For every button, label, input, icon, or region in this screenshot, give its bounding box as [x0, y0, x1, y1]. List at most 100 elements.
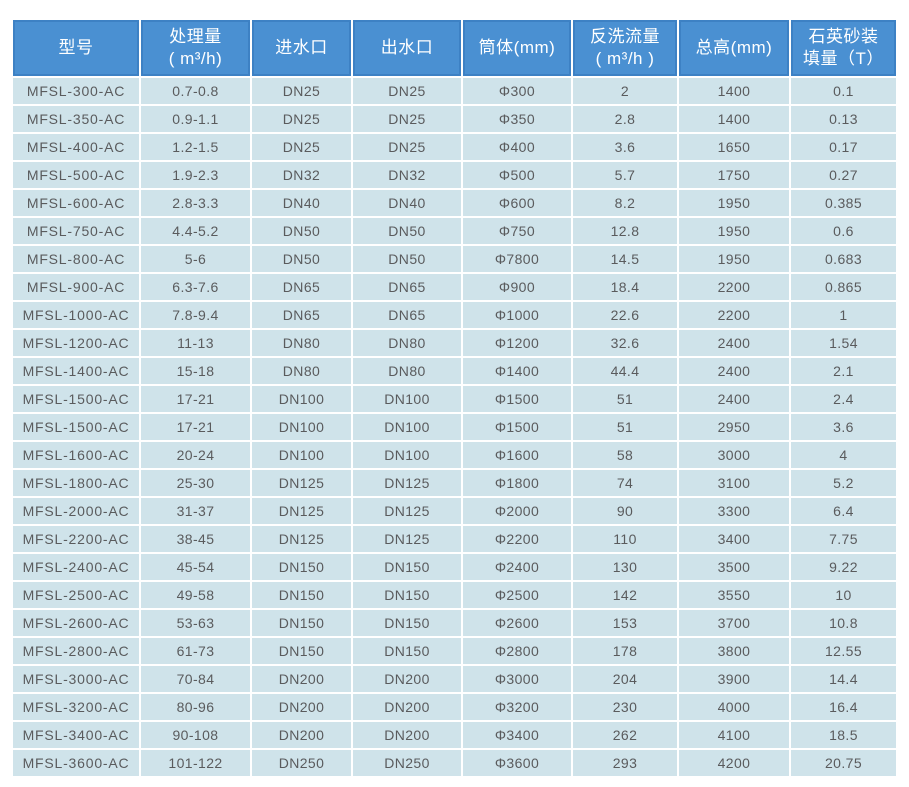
table-cell: MFSL-2600-AC [13, 610, 139, 636]
table-cell: DN200 [252, 694, 351, 720]
table-cell: 230 [573, 694, 677, 720]
table-cell: 3900 [679, 666, 789, 692]
table-cell: 4200 [679, 750, 789, 776]
table-cell: 3100 [679, 470, 789, 496]
table-row: MFSL-2400-AC 45-54 DN150 DN150 Φ2400 130 3500 9… [13, 554, 896, 580]
table-row: MFSL-2500-AC 49-58 DN150 DN150 Φ2500 142 3550 1… [13, 582, 896, 608]
table-cell: DN200 [252, 666, 351, 692]
table-cell: 14.5 [573, 246, 677, 272]
table-cell: 1400 [679, 106, 789, 132]
table-cell: 12.8 [573, 218, 677, 244]
table-cell: 3400 [679, 526, 789, 552]
table-cell: 32.6 [573, 330, 677, 356]
table-cell: 0.683 [791, 246, 896, 272]
table-cell: DN100 [252, 414, 351, 440]
table-cell: DN125 [353, 470, 461, 496]
table-cell: MFSL-3200-AC [13, 694, 139, 720]
table-cell: Φ1600 [463, 442, 571, 468]
table-cell: Φ300 [463, 78, 571, 104]
table-cell: 3550 [679, 582, 789, 608]
table-cell: 2400 [679, 358, 789, 384]
table-cell: 58 [573, 442, 677, 468]
table-cell: MFSL-800-AC [13, 246, 139, 272]
table-cell: DN80 [353, 330, 461, 356]
table-cell: DN100 [353, 414, 461, 440]
table-cell: 44.4 [573, 358, 677, 384]
table-row: MFSL-350-AC 0.9-1.1 DN25 DN25 Φ350 2.8 1400 0.1… [13, 106, 896, 132]
table-cell: DN150 [252, 638, 351, 664]
table-cell: 80-96 [141, 694, 250, 720]
table-cell: DN200 [353, 722, 461, 748]
table-cell: 51 [573, 414, 677, 440]
column-header-sand-filling: 石英砂装 填量（T） [791, 20, 896, 76]
table-cell: 2200 [679, 274, 789, 300]
table-cell: 0.17 [791, 134, 896, 160]
table-cell: DN150 [353, 582, 461, 608]
table-cell: 0.385 [791, 190, 896, 216]
table-cell: DN40 [252, 190, 351, 216]
table-cell: DN50 [252, 218, 351, 244]
table-cell: 2.1 [791, 358, 896, 384]
table-cell: 101-122 [141, 750, 250, 776]
table-cell: 90-108 [141, 722, 250, 748]
table-cell: 0.865 [791, 274, 896, 300]
table-cell: MFSL-750-AC [13, 218, 139, 244]
table-cell: 1.54 [791, 330, 896, 356]
table-cell: 2.8 [573, 106, 677, 132]
table-cell: 3000 [679, 442, 789, 468]
table-cell: 17-21 [141, 414, 250, 440]
table-cell: 3700 [679, 610, 789, 636]
table-row: MFSL-750-AC 4.4-5.2 DN50 DN50 Φ750 12.8 1950 0.… [13, 218, 896, 244]
table-cell: Φ2400 [463, 554, 571, 580]
table-cell: DN150 [252, 610, 351, 636]
table-cell: DN250 [252, 750, 351, 776]
table-cell: 49-58 [141, 582, 250, 608]
table-cell: Φ2200 [463, 526, 571, 552]
table-cell: MFSL-3400-AC [13, 722, 139, 748]
table-row: MFSL-600-AC 2.8-3.3 DN40 DN40 Φ600 8.2 1950 0.3… [13, 190, 896, 216]
table-cell: 6.4 [791, 498, 896, 524]
table-cell: Φ1800 [463, 470, 571, 496]
table-cell: DN125 [252, 498, 351, 524]
table-row: MFSL-3000-AC 70-84 DN200 DN200 Φ3000 204 3900 1… [13, 666, 896, 692]
table-cell: MFSL-2500-AC [13, 582, 139, 608]
table-cell: 7.75 [791, 526, 896, 552]
table-body: MFSL-300-AC 0.7-0.8 DN25 DN25 Φ300 2 1400 0.1 MF… [13, 78, 896, 776]
table-cell: 2 [573, 78, 677, 104]
table-cell: DN25 [353, 106, 461, 132]
table-cell: DN65 [353, 274, 461, 300]
table-cell: 10.8 [791, 610, 896, 636]
table-cell: 153 [573, 610, 677, 636]
table-cell: DN150 [353, 554, 461, 580]
table-cell: MFSL-500-AC [13, 162, 139, 188]
table-cell: 2.8-3.3 [141, 190, 250, 216]
table-cell: 1950 [679, 190, 789, 216]
table-cell: DN25 [252, 78, 351, 104]
column-header-capacity: 处理量 ( m³/h) [141, 20, 250, 76]
table-cell: DN65 [353, 302, 461, 328]
table-row: MFSL-1500-AC 17-21 DN100 DN100 Φ1500 51 2950 3.… [13, 414, 896, 440]
table-cell: 9.22 [791, 554, 896, 580]
table-row: MFSL-2000-AC 31-37 DN125 DN125 Φ2000 90 3300 6.… [13, 498, 896, 524]
table-cell: 0.27 [791, 162, 896, 188]
table-row: MFSL-900-AC 6.3-7.6 DN65 DN65 Φ900 18.4 2200 0.… [13, 274, 896, 300]
table-cell: 3800 [679, 638, 789, 664]
table-cell: 12.55 [791, 638, 896, 664]
table-cell: 31-37 [141, 498, 250, 524]
table-cell: 6.3-7.6 [141, 274, 250, 300]
table-row: MFSL-800-AC 5-6 DN50 DN50 Φ7800 14.5 1950 0.683 [13, 246, 896, 272]
table-cell: MFSL-3600-AC [13, 750, 139, 776]
table-cell: 16.4 [791, 694, 896, 720]
table-cell: DN100 [353, 386, 461, 412]
table-cell: 0.13 [791, 106, 896, 132]
table-cell: 293 [573, 750, 677, 776]
table-cell: Φ2600 [463, 610, 571, 636]
table-cell: Φ500 [463, 162, 571, 188]
table-cell: Φ3400 [463, 722, 571, 748]
table-cell: 4000 [679, 694, 789, 720]
table-cell: DN25 [353, 78, 461, 104]
table-cell: Φ1000 [463, 302, 571, 328]
table-cell: 11-13 [141, 330, 250, 356]
table-cell: 4 [791, 442, 896, 468]
table-cell: DN200 [353, 666, 461, 692]
